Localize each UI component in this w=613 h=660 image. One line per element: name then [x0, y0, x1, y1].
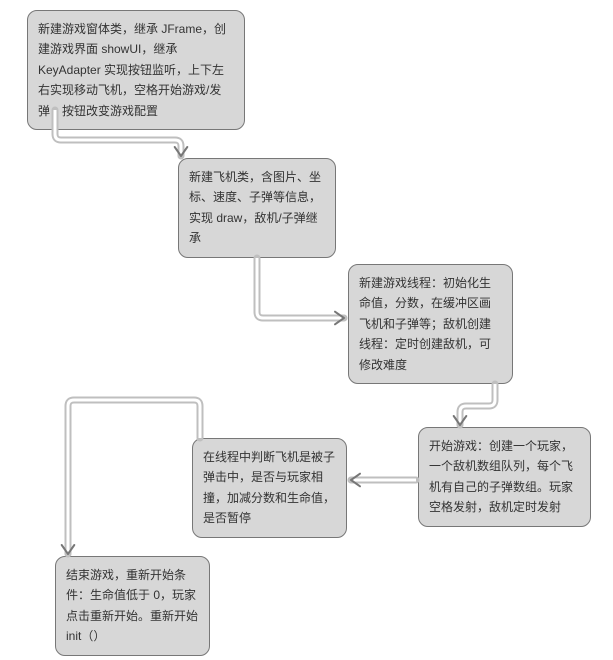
flowchart-node-window-class: 新建游戏窗体类，继承 JFrame，创建游戏界面 showUI，继承 KeyAd… — [27, 10, 245, 130]
node-text: 在线程中判断飞机是被子弹击中，是否与玩家相撞，加减分数和生命值，是否暂停 — [203, 450, 335, 525]
node-text: 新建飞机类，含图片、坐标、速度、子弹等信息，实现 draw，敌机/子弹继承 — [189, 170, 321, 245]
node-text: 新建游戏线程：初始化生命值，分数，在缓冲区画飞机和子弹等；敌机创建线程：定时创建… — [359, 276, 491, 372]
flowchart-node-collision-check: 在线程中判断飞机是被子弹击中，是否与玩家相撞，加减分数和生命值，是否暂停 — [192, 438, 347, 538]
node-text: 新建游戏窗体类，继承 JFrame，创建游戏界面 showUI，继承 KeyAd… — [38, 22, 226, 118]
flowchart-node-plane-class: 新建飞机类，含图片、坐标、速度、子弹等信息，实现 draw，敌机/子弹继承 — [178, 158, 336, 258]
flowchart-node-end-game: 结束游戏，重新开始条件：生命值低于 0，玩家点击重新开始。重新开始 init（） — [55, 556, 210, 656]
node-text: 结束游戏，重新开始条件：生命值低于 0，玩家点击重新开始。重新开始 init（） — [66, 568, 198, 643]
node-text: 开始游戏：创建一个玩家，一个敌机数组队列，每个飞机有自己的子弹数组。玩家空格发射… — [429, 439, 573, 514]
flowchart-node-game-thread: 新建游戏线程：初始化生命值，分数，在缓冲区画飞机和子弹等；敌机创建线程：定时创建… — [348, 264, 513, 384]
flowchart-node-start-game: 开始游戏：创建一个玩家，一个敌机数组队列，每个飞机有自己的子弹数组。玩家空格发射… — [418, 427, 591, 527]
